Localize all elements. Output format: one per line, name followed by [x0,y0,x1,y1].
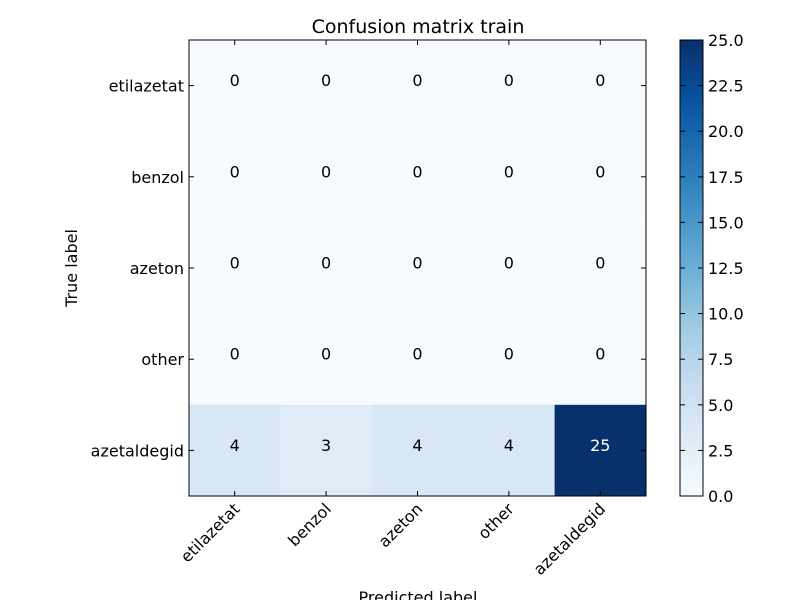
x-tick-label: etilazetat [177,499,244,566]
cell-value-label: 25 [590,436,610,455]
colorbar-tick-label: 2.5 [708,441,733,460]
colorbar-tick-label: 10.0 [708,305,744,324]
heatmap-cell [189,404,281,497]
colorbar-tick-label: 17.5 [708,168,744,187]
cell-value-label: 0 [504,71,514,90]
heatmap-cell [463,222,556,315]
cell-value-label: 4 [412,436,422,455]
x-tick-label: other [474,499,518,543]
cell-value-label: 0 [504,254,514,273]
heatmap-cells [189,40,647,497]
heatmap-cell [554,313,647,406]
heatmap-cell [280,222,373,315]
cell-value-label: 0 [595,254,605,273]
heatmap-cell [554,404,647,497]
cell-value-label: 0 [321,162,331,181]
heatmap-cell [280,313,373,406]
colorbar-tick-label: 22.5 [708,77,744,96]
cell-value-label: 0 [412,345,422,364]
colorbar-ticks: 0.0 2.5 5.0 7.5 10.0 12.5 15.0 17.5 20.0 22.5 25.0 [680,31,744,506]
heatmap-cell [554,222,647,315]
cell-value-label: 0 [412,71,422,90]
chart-title: Confusion matrix train [312,16,525,38]
x-tick-label: benzol [284,499,335,550]
heatmap-cell [554,131,647,223]
cell-value-label: 0 [321,345,331,364]
heatmap-cell [189,40,281,132]
cell-value-label: 0 [595,345,605,364]
cell-value-label: 0 [412,162,422,181]
y-tick-label: azetaldegid [91,441,184,460]
cell-value-label: 3 [321,436,331,455]
heatmap-cell [371,40,464,132]
heatmap-cell [280,131,373,223]
cell-value-label: 0 [504,162,514,181]
cell-value-label: 0 [230,345,240,364]
y-axis-ticks: etilazetat benzol azeton other azetaldegid [91,77,646,460]
y-tick-label: etilazetat [109,77,184,96]
heatmap-cell [554,40,647,132]
colorbar-tick-label: 20.0 [708,122,744,141]
cell-value-label: 4 [230,436,240,455]
colorbar-tick-label: 12.5 [708,259,744,278]
colorbar-tick-label: 15.0 [708,213,744,232]
x-axis-label: Predicted label [359,588,478,600]
y-tick-label: other [141,350,184,369]
heatmap-cell [189,131,281,223]
cell-value-label: 0 [412,254,422,273]
cell-value-label: 0 [321,254,331,273]
heatmap-cell [189,313,281,406]
colorbar-tick-label: 25.0 [708,31,744,50]
colorbar-tick-label: 0.0 [708,487,733,506]
y-tick-label: benzol [131,168,184,187]
heatmap-cell [371,222,464,315]
x-tick-label: azeton [375,499,427,551]
cell-value-label: 0 [230,162,240,181]
heatmap-cell [280,40,373,132]
heatmap-cell-labels: 0 0 0 0 0 0 0 0 0 0 0 0 0 0 0 0 0 0 0 0 4 3 4 4 25 [230,71,611,455]
heatmap-cell [371,131,464,223]
heatmap-cell [371,404,464,497]
heatmap-cell [280,404,373,497]
colorbar-tick-label: 7.5 [708,350,733,369]
cell-value-label: 0 [321,71,331,90]
heatmap-cell [189,222,281,315]
x-tick-label: azetaldegid [530,499,609,578]
heatmap-cell [463,40,556,132]
cell-value-label: 4 [504,436,514,455]
cell-value-label: 0 [595,162,605,181]
heatmap-cell [463,131,556,223]
heatmap-cell [463,404,556,497]
cell-value-label: 0 [230,71,240,90]
y-tick-label: azeton [130,259,184,278]
y-axis-label: True label [62,229,81,308]
cell-value-label: 0 [504,345,514,364]
heatmap-cell [371,313,464,406]
colorbar-tick-label: 5.0 [708,396,733,415]
heatmap-cell [463,313,556,406]
cell-value-label: 0 [230,254,240,273]
cell-value-label: 0 [595,71,605,90]
